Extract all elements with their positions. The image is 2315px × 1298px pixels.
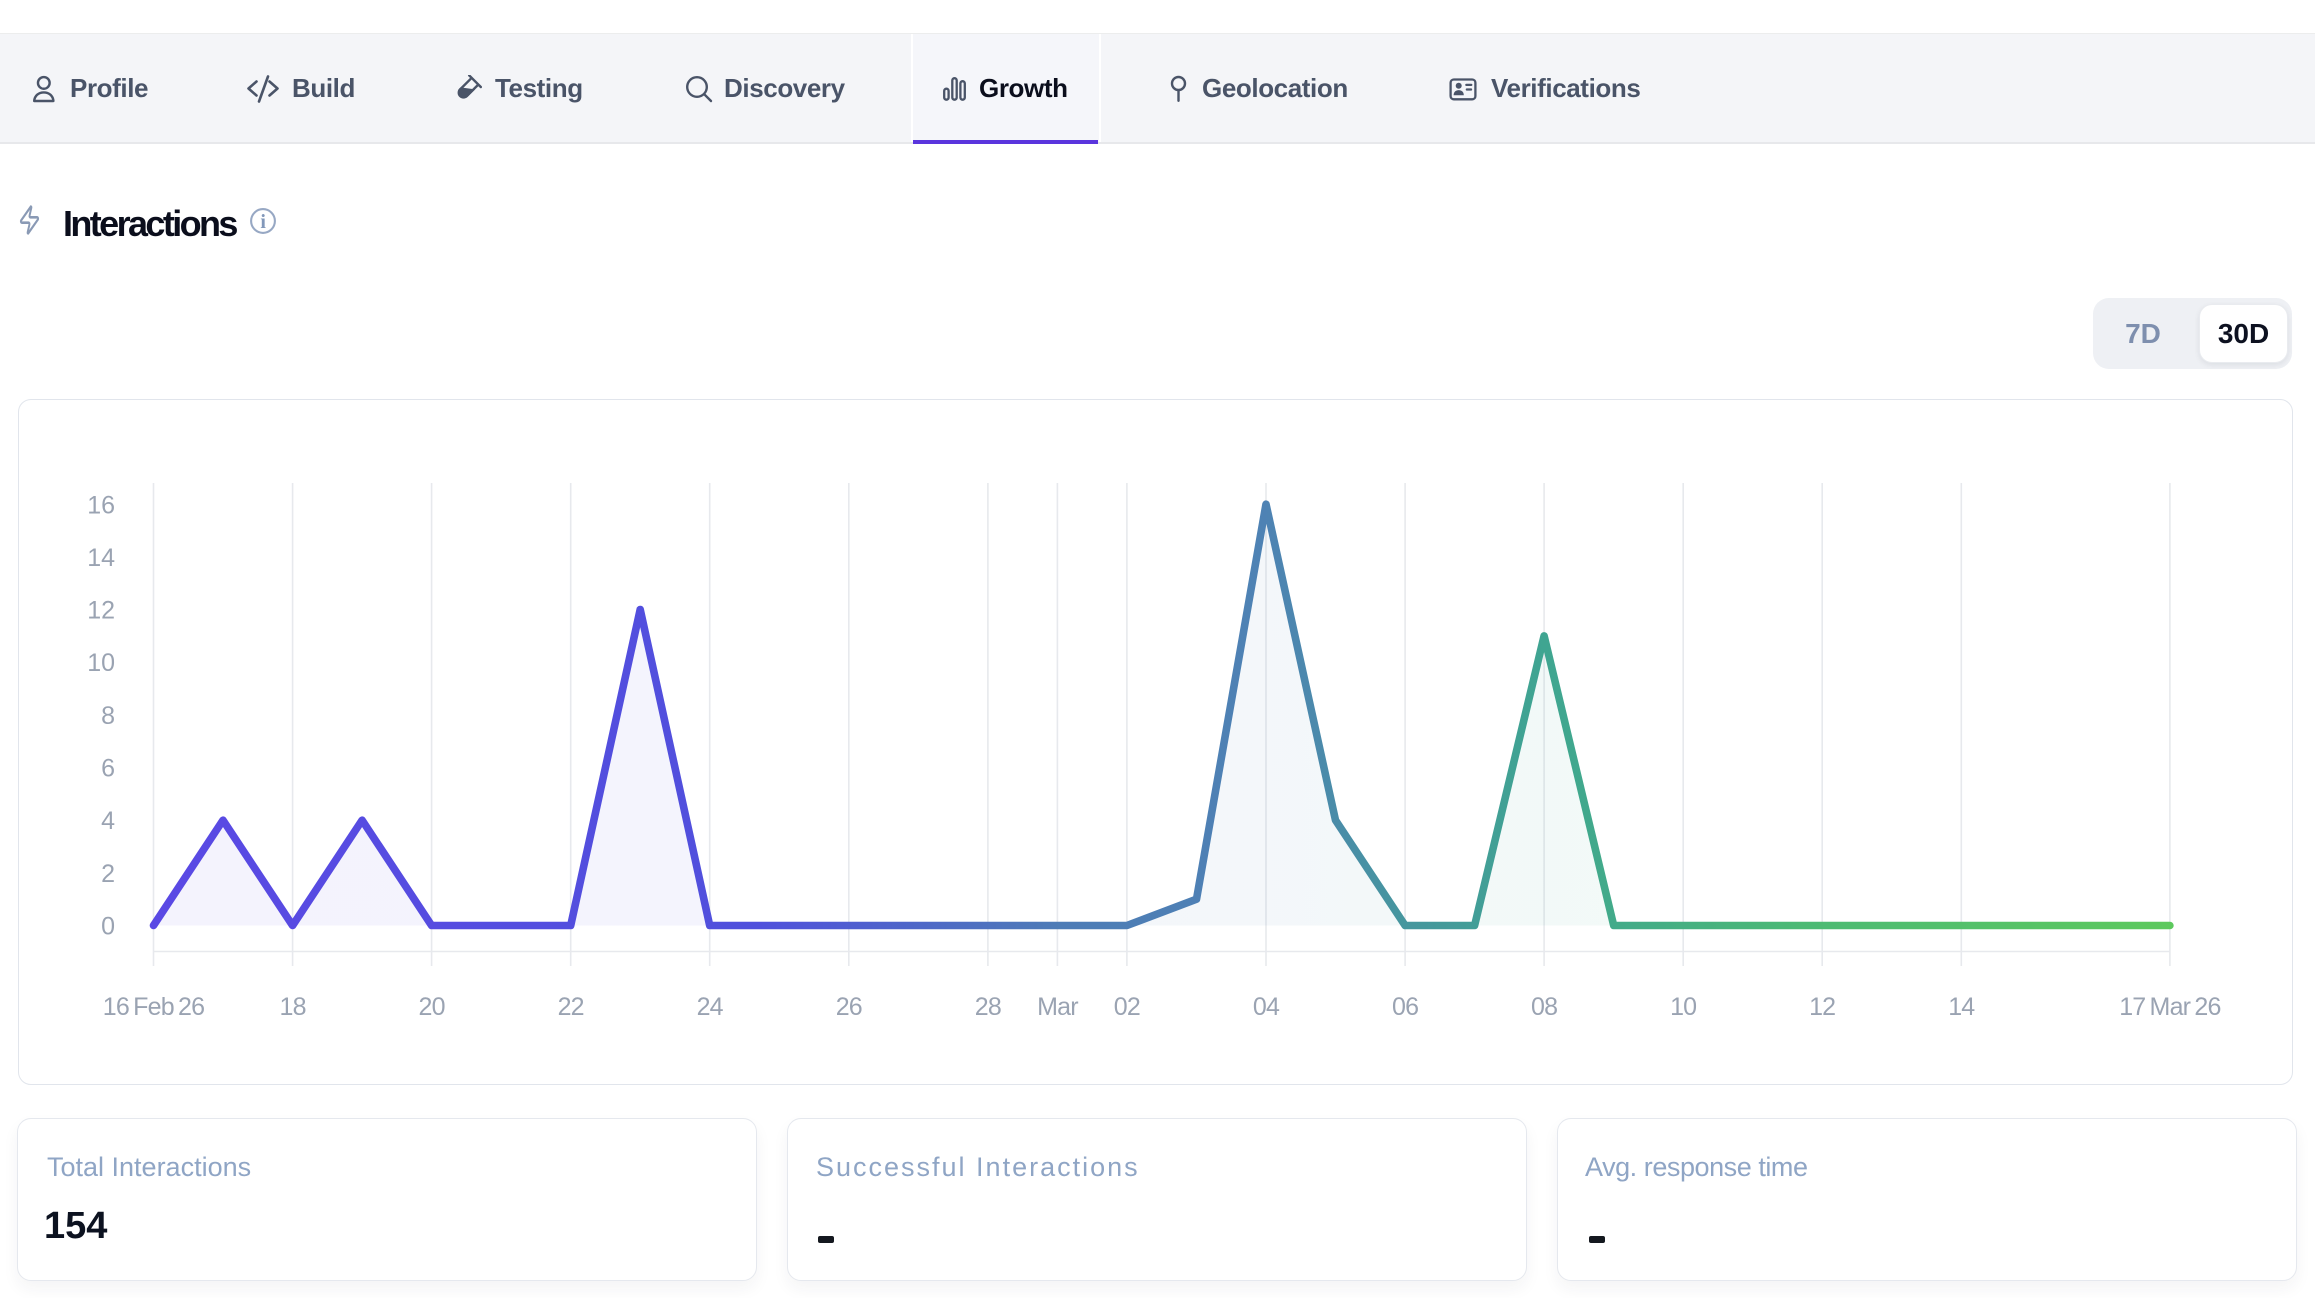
svg-text:14: 14 bbox=[87, 544, 115, 572]
svg-text:26: 26 bbox=[836, 993, 862, 1021]
svg-text:08: 08 bbox=[1531, 993, 1557, 1021]
svg-text:06: 06 bbox=[1392, 993, 1418, 1021]
svg-text:12: 12 bbox=[87, 597, 115, 625]
svg-text:Mar: Mar bbox=[1037, 993, 1078, 1021]
svg-text:12: 12 bbox=[1809, 993, 1835, 1021]
svg-text:2: 2 bbox=[101, 860, 115, 888]
svg-text:i: i bbox=[260, 211, 266, 233]
svg-text:10: 10 bbox=[87, 649, 115, 677]
svg-text:18: 18 bbox=[279, 993, 305, 1021]
svg-text:16: 16 bbox=[87, 491, 115, 519]
svg-text:16 Feb 26: 16 Feb 26 bbox=[103, 993, 204, 1021]
svg-text:04: 04 bbox=[1253, 993, 1280, 1021]
svg-text:6: 6 bbox=[101, 755, 115, 783]
svg-text:8: 8 bbox=[101, 702, 115, 730]
svg-text:24: 24 bbox=[697, 993, 724, 1021]
svg-text:20: 20 bbox=[418, 993, 444, 1021]
svg-text:14: 14 bbox=[1948, 993, 1975, 1021]
svg-text:22: 22 bbox=[558, 993, 584, 1021]
svg-text:02: 02 bbox=[1114, 993, 1140, 1021]
svg-text:0: 0 bbox=[101, 913, 115, 941]
svg-text:10: 10 bbox=[1670, 993, 1696, 1021]
svg-text:4: 4 bbox=[101, 807, 115, 835]
svg-text:17 Mar 26: 17 Mar 26 bbox=[2119, 993, 2220, 1021]
svg-text:28: 28 bbox=[975, 993, 1001, 1021]
